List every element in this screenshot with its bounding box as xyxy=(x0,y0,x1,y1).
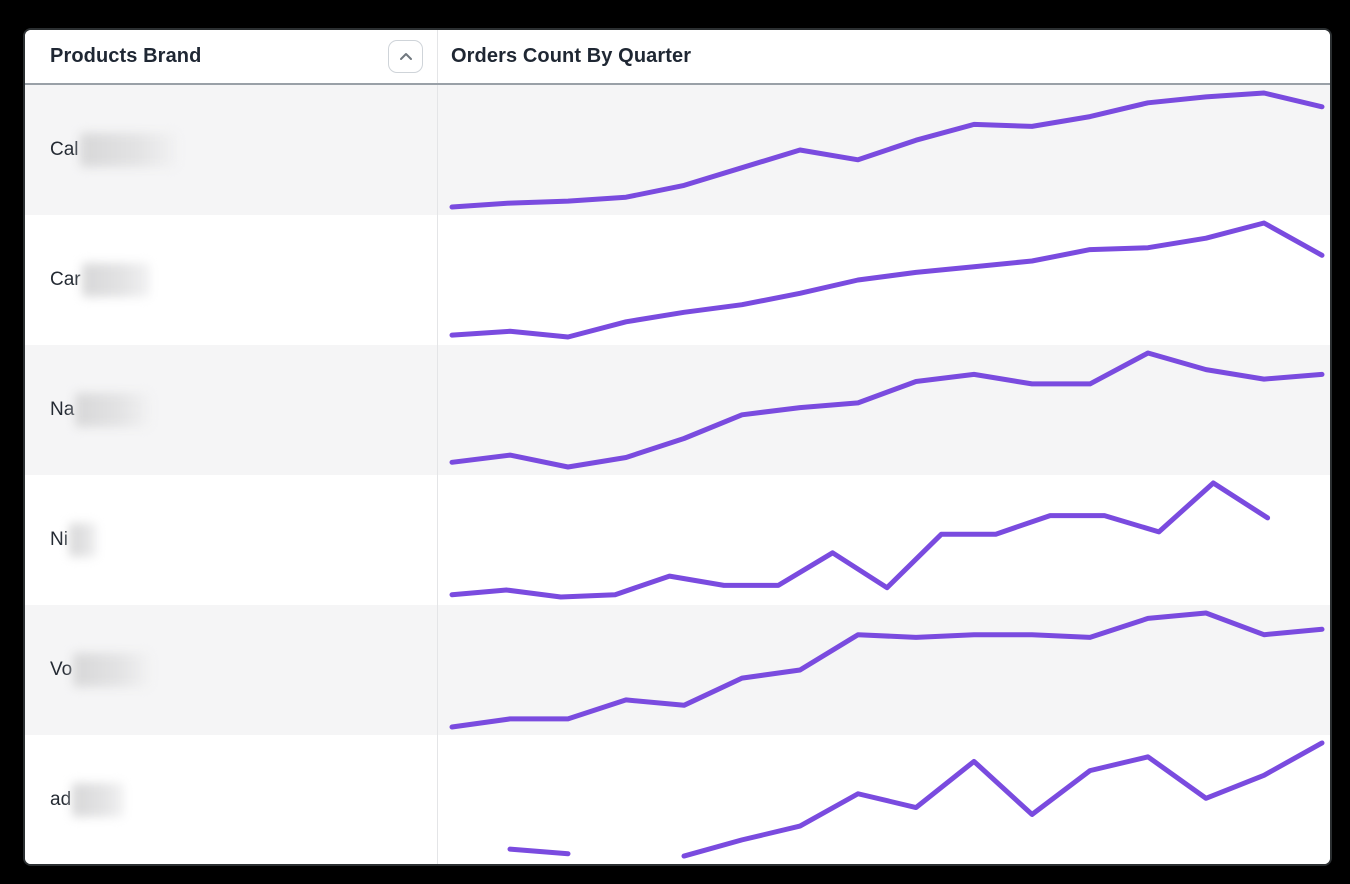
table-row: Vo xyxy=(25,605,1330,735)
table-row: Cal xyxy=(25,85,1330,215)
brand-cell[interactable]: Ni xyxy=(25,475,438,605)
sparkline-cell[interactable] xyxy=(438,85,1330,215)
column-header-orders-count[interactable]: Orders Count By Quarter xyxy=(451,45,692,67)
brand-label: Cal xyxy=(50,139,79,160)
orders-sparkline xyxy=(449,610,1325,730)
header-cell-products-brand: Products Brand xyxy=(25,30,438,83)
header-cell-orders-count: Orders Count By Quarter xyxy=(438,30,1330,83)
sparkline-cell[interactable] xyxy=(438,605,1330,735)
sparkline-cell[interactable] xyxy=(438,475,1330,605)
brand-cell[interactable]: ad xyxy=(25,735,438,864)
redacted-brand-blur xyxy=(75,393,151,427)
redacted-brand-blur xyxy=(73,653,151,687)
orders-sparkline xyxy=(449,350,1325,470)
brand-cell[interactable]: Vo xyxy=(25,605,438,735)
sparkline-cell[interactable] xyxy=(438,345,1330,475)
brand-label: ad xyxy=(50,788,72,810)
column-header-products-brand[interactable]: Products Brand xyxy=(50,45,202,67)
brand-cell[interactable]: Car xyxy=(25,215,438,345)
table-row: Na xyxy=(25,345,1330,475)
brand-label: Na xyxy=(50,399,75,420)
orders-sparkline xyxy=(449,220,1325,340)
orders-sparkline xyxy=(449,480,1271,600)
redacted-brand-blur xyxy=(68,523,97,557)
table-row: Car xyxy=(25,215,1330,345)
table-row: Ni xyxy=(25,475,1330,605)
brand-cell[interactable]: Cal xyxy=(25,85,438,215)
brand-label: Ni xyxy=(50,529,68,550)
table-header: Products Brand Orders Count By Quarter xyxy=(25,30,1330,85)
redacted-brand-blur xyxy=(81,263,150,297)
brand-cell[interactable]: Na xyxy=(25,345,438,475)
chevron-up-icon xyxy=(395,46,417,68)
data-table-window: Products Brand Orders Count By Quarter C… xyxy=(25,30,1330,864)
orders-sparkline xyxy=(449,90,1325,210)
sparkline-cell[interactable] xyxy=(438,215,1330,345)
table-row: ad xyxy=(25,735,1330,864)
sparkline-cell[interactable] xyxy=(438,735,1330,864)
redacted-brand-blur xyxy=(79,133,177,167)
orders-sparkline xyxy=(507,740,1325,859)
sort-ascending-button[interactable] xyxy=(388,40,423,73)
brand-label: Vo xyxy=(50,659,73,680)
brand-label: Car xyxy=(50,269,81,290)
redacted-brand-blur xyxy=(72,782,125,817)
